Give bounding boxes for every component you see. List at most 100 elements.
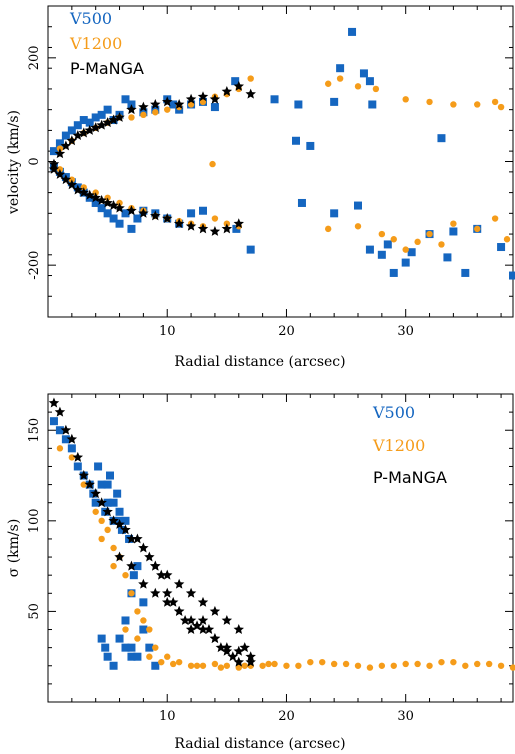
p-manga-point (209, 605, 221, 616)
p-manga-point (138, 101, 149, 112)
v1200-point (354, 223, 362, 230)
p-manga-point (138, 542, 149, 553)
v1200-point (402, 246, 409, 253)
p-manga-point (144, 551, 155, 562)
v1200-point (372, 85, 380, 93)
v1200-point (450, 658, 457, 666)
v500-point (231, 77, 240, 86)
v1200-point (104, 526, 111, 534)
p-manga-point (72, 130, 84, 141)
p-manga-point (221, 86, 233, 96)
v1200-point (491, 98, 499, 106)
v1200-point (491, 215, 499, 222)
v1200-point (110, 544, 117, 552)
v500-point (121, 643, 130, 652)
v1200-point (474, 660, 481, 668)
v500-point (55, 426, 64, 435)
p-manga-point (173, 605, 185, 616)
v500-point (437, 134, 446, 143)
v500-point (85, 118, 94, 127)
p-manga-point (108, 114, 119, 125)
v500-point (49, 417, 58, 426)
v500-point (127, 643, 136, 652)
v500-point (294, 100, 303, 109)
v1200-point (426, 662, 433, 669)
p-manga-point (66, 433, 78, 444)
v1200-point (169, 660, 177, 668)
p-manga-point (179, 614, 191, 625)
v500-point (67, 126, 76, 135)
velocity-xlabel: Radial distance (arcsec) (174, 354, 345, 370)
p-manga-point (227, 651, 239, 662)
v1200-point (68, 454, 76, 461)
v1200-point (211, 660, 219, 668)
v500-point (109, 498, 118, 507)
v1200-point (211, 215, 219, 222)
p-manga-point (96, 497, 107, 508)
v500-point (330, 97, 339, 106)
p-manga-point (60, 140, 72, 151)
y-tick-label: 0 (27, 157, 42, 165)
v1200-point (390, 662, 397, 669)
v1200-point (235, 664, 242, 671)
p-manga-point (167, 596, 179, 607)
v500-point (145, 643, 154, 652)
v500-point (129, 571, 138, 580)
v500-point (330, 209, 339, 218)
v500-point (97, 634, 106, 643)
velocity-ylabel: velocity (km/s) (6, 110, 22, 215)
v1200-point (271, 660, 278, 668)
v1200-point (336, 75, 344, 82)
v500-point (103, 209, 112, 218)
v1200-point (438, 658, 445, 666)
p-manga-point (162, 213, 173, 223)
v1200-point (414, 660, 421, 668)
p-manga-point (54, 168, 66, 179)
p-manga-point (150, 560, 161, 571)
dispersion-data-marks (48, 397, 515, 671)
y-tick-label: 50 (27, 603, 42, 620)
y-tick-label: -200 (27, 251, 42, 280)
v500-point (103, 480, 112, 489)
x-tick-label: 20 (278, 324, 295, 339)
p-manga-point (48, 158, 60, 169)
dispersion-xlabel: Radial distance (arcsec) (174, 736, 345, 752)
p-manga-point (96, 119, 107, 130)
p-manga-point (162, 596, 173, 607)
v1200-point (390, 236, 397, 243)
v500-point (246, 245, 255, 254)
p-manga-point (114, 518, 125, 529)
p-manga-point (173, 578, 185, 589)
v500-point (383, 240, 392, 249)
velocity-data-marks (48, 27, 515, 280)
v500-point (139, 625, 148, 634)
v500-point (121, 616, 130, 625)
v500-point (91, 113, 100, 122)
v1200-point (330, 660, 338, 668)
v500-point (133, 562, 142, 571)
p-manga-point (156, 569, 167, 580)
v1200-point (122, 571, 129, 579)
v1200-point (283, 662, 290, 669)
v500-point (297, 198, 306, 207)
v1200-point (92, 508, 99, 515)
p-manga-point (245, 656, 256, 667)
v1200-point (450, 220, 457, 227)
v500-point (103, 498, 112, 507)
y-tick-label: 100 (27, 508, 42, 533)
v1200-point (474, 225, 481, 233)
p-manga-point (221, 645, 233, 656)
v1200-point (265, 660, 272, 668)
v1200-point (414, 238, 421, 246)
v1200-point (295, 662, 302, 669)
v500-point (443, 253, 452, 262)
x-tick-label: 30 (397, 709, 414, 724)
v1200-point (193, 662, 201, 669)
v500-point (139, 598, 148, 607)
p-manga-point (221, 614, 233, 625)
v1200-point (134, 608, 141, 615)
v500-point (127, 652, 136, 661)
p-manga-point (126, 104, 137, 115)
p-manga-point (66, 179, 78, 190)
legend-v500-bottom: V500 (372, 403, 415, 422)
